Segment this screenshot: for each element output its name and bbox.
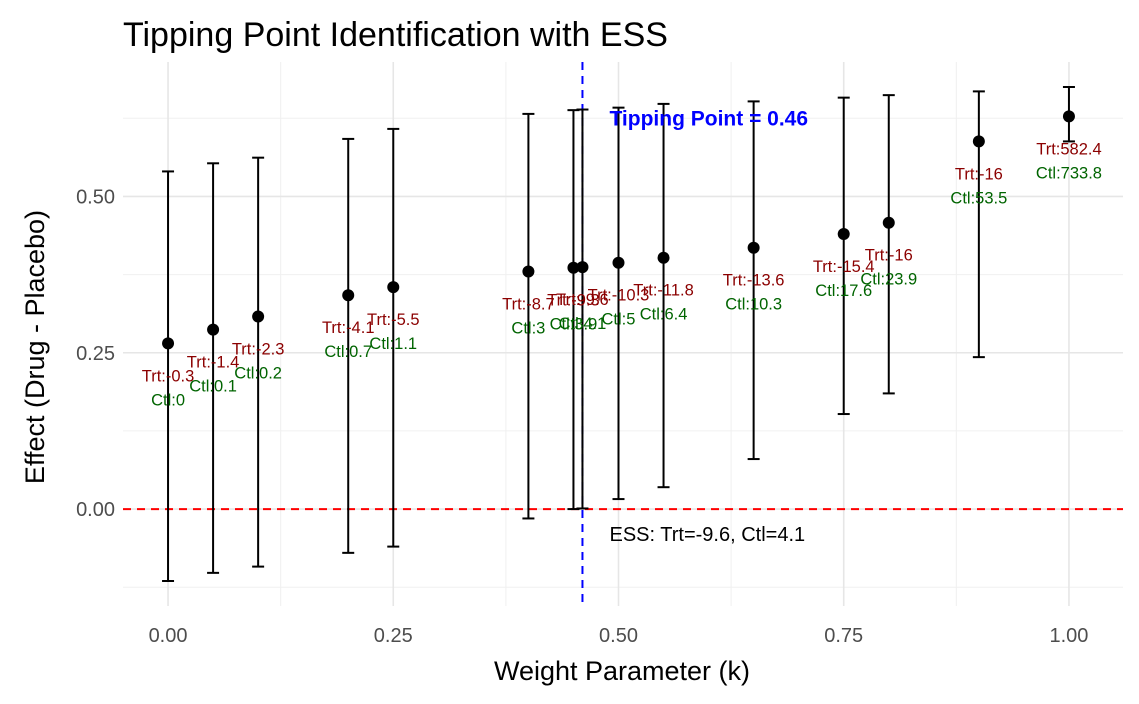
data-point xyxy=(387,281,400,294)
chart-title: Tipping Point Identification with ESS xyxy=(123,16,668,54)
trt-label: Trt:-11.8 xyxy=(633,282,694,300)
ctl-label: Ctl:5 xyxy=(602,311,636,329)
data-point xyxy=(882,216,895,229)
trt-label: Trt:-5.5 xyxy=(367,311,420,329)
data-points xyxy=(162,110,1075,350)
x-tick-labels: 0.00 0.25 0.50 0.75 1.00 xyxy=(149,625,1089,647)
tipping-point-annotation: Tipping Point = 0.46 xyxy=(609,107,808,130)
trt-label: Trt:-2.3 xyxy=(232,340,285,358)
error-bars xyxy=(162,86,1075,582)
y-tick-label: 0.50 xyxy=(76,186,115,208)
x-tick-label: 0.00 xyxy=(149,625,188,647)
data-point xyxy=(657,251,670,264)
trt-label: Trt:-0.3 xyxy=(142,367,195,385)
ctl-label: Ctl:1.1 xyxy=(369,335,417,353)
ctl-label: Ctl:53.5 xyxy=(950,189,1007,207)
ctl-label: Ctl:0 xyxy=(151,391,185,409)
data-point xyxy=(162,337,175,350)
x-tick-label: 0.75 xyxy=(824,625,863,647)
trt-label: Trt:-9.6 xyxy=(556,291,609,309)
data-point xyxy=(747,241,760,254)
ctl-label: Ctl:0.2 xyxy=(234,364,282,382)
trt-label: Trt:-1.4 xyxy=(187,354,240,372)
data-point xyxy=(522,265,535,278)
trt-label: Trt:-10.3 xyxy=(588,287,650,305)
ctl-label: Ctl:0.7 xyxy=(324,343,372,361)
data-point xyxy=(972,135,985,148)
point-labels: Trt:-0.3 Ctl:0 Trt:-1.4 Ctl:0.1 Trt:-2.3 Ctl:… xyxy=(142,140,1102,409)
x-tick-label: 0.25 xyxy=(374,625,413,647)
ctl-label: Ctl:3 xyxy=(511,319,545,337)
trt-label: Trt:582.4 xyxy=(1036,140,1101,158)
ctl-label: Ctl:23.9 xyxy=(860,271,917,289)
y-tick-label: 0.00 xyxy=(76,499,115,521)
ctl-label: Ctl:733.8 xyxy=(1036,164,1102,182)
x-axis-title: Weight Parameter (k) xyxy=(494,656,750,686)
y-tick-label: 0.25 xyxy=(76,343,115,365)
data-point xyxy=(207,323,220,336)
ctl-label: Ctl:10.3 xyxy=(725,296,782,314)
data-point xyxy=(837,227,850,240)
data-point xyxy=(342,289,355,302)
data-point xyxy=(576,261,589,274)
y-tick-labels: 0.00 0.25 0.50 xyxy=(76,186,115,521)
data-point xyxy=(1062,110,1075,123)
ctl-label: Ctl:0.1 xyxy=(189,378,237,396)
trt-label: Trt:-9.3 xyxy=(547,292,600,310)
ctl-label: Ctl:6.4 xyxy=(640,306,688,324)
ctl-label: Ctl:17.6 xyxy=(815,282,872,300)
trt-label: Trt:-15.4 xyxy=(813,258,875,276)
data-point xyxy=(252,310,265,323)
trt-label: Trt:-16 xyxy=(955,165,1003,183)
annotations: Tipping Point = 0.46 ESS: Trt=-9.6, Ctl=4… xyxy=(609,107,808,546)
ess-annotation: ESS: Trt=-9.6, Ctl=4.1 xyxy=(609,524,805,546)
y-axis-title: Effect (Drug - Placebo) xyxy=(20,210,50,484)
data-point xyxy=(567,261,580,274)
trt-label: Trt:-4.1 xyxy=(322,319,375,337)
x-tick-label: 1.00 xyxy=(1049,625,1088,647)
trt-label: Trt:-16 xyxy=(865,247,913,265)
trt-label: Trt:-13.6 xyxy=(723,272,785,290)
ctl-label: Ctl:4.1 xyxy=(559,315,607,333)
ctl-label: Ctl:3.9 xyxy=(550,316,598,334)
data-point xyxy=(612,256,625,269)
trt-label: Trt:-8.7 xyxy=(502,295,555,313)
x-tick-label: 0.50 xyxy=(599,625,638,647)
